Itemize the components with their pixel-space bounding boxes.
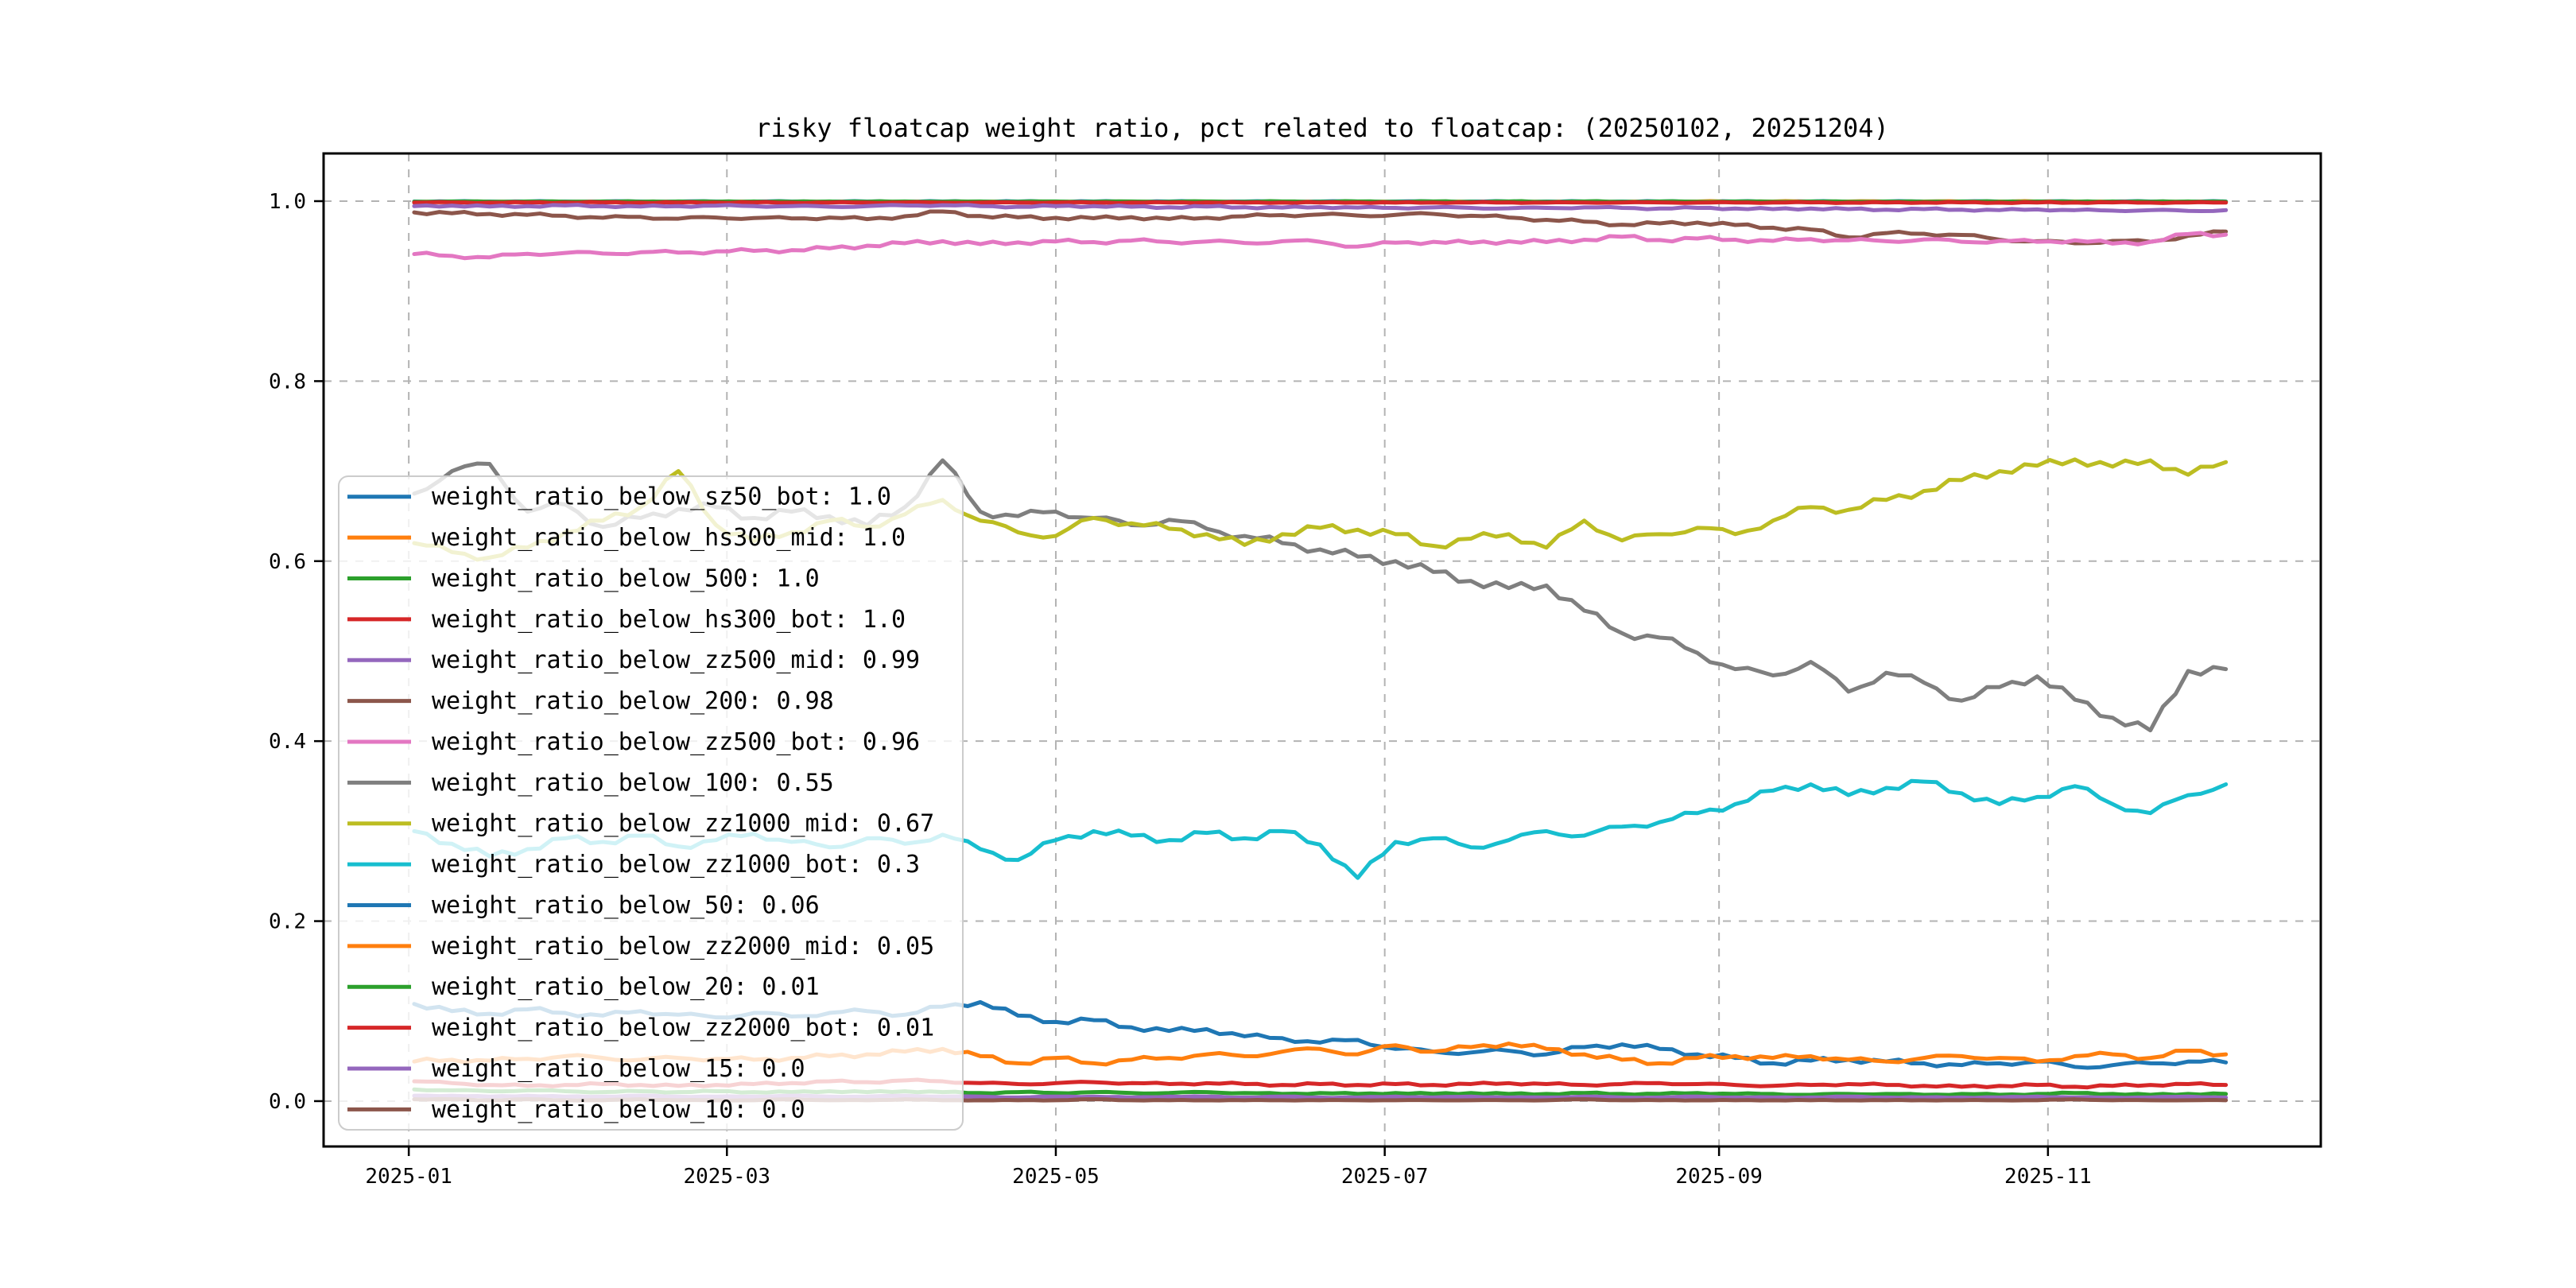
x-tick-label: 2025-07 [1341,1165,1429,1189]
legend-label-weight_ratio_below_200: weight_ratio_below_200: 0.98 [432,688,834,716]
legend-row: weight_ratio_below_sz50_bot: 1.0 [347,483,891,511]
plot-border [322,152,2322,1148]
legend-label-weight_ratio_below_zz2000_bot: weight_ratio_below_zz2000_bot: 0.01 [432,1014,934,1042]
legend-label-weight_ratio_below_zz500_mid: weight_ratio_below_zz500_mid: 0.99 [432,646,920,674]
legend-row: weight_ratio_below_zz2000_bot: 0.01 [347,1014,934,1042]
legend-label-weight_ratio_below_10: weight_ratio_below_10: 0.0 [432,1096,805,1123]
y-axis: 0.0 0.2 0.4 0.6 0.8 1.0 [269,190,324,1114]
legend-row: weight_ratio_below_zz500_bot: 0.96 [347,728,920,756]
legend-box [338,475,964,1131]
legend-label-weight_ratio_below_15: weight_ratio_below_15: 0.0 [432,1055,805,1083]
x-tick-label: 2025-11 [2004,1165,2092,1189]
series-line-weight_ratio_below_zz500_bot [412,231,2229,261]
series-line-weight_ratio_below_200 [412,209,2229,246]
legend-label-weight_ratio_below_sz50_bot: weight_ratio_below_sz50_bot: 1.0 [432,483,891,511]
legend-row: weight_ratio_below_zz500_mid: 0.99 [347,646,920,674]
legend-label-weight_ratio_below_zz1000_mid: weight_ratio_below_zz1000_mid: 0.67 [432,810,934,838]
legend-row: weight_ratio_below_20: 0.01 [347,973,820,1001]
legend-row: weight_ratio_below_zz2000_mid: 0.05 [347,933,934,960]
legend-label-weight_ratio_below_100: weight_ratio_below_100: 0.55 [432,769,834,797]
series-line-weight_ratio_below_zz500_mid [412,203,2229,214]
legend-row: weight_ratio_below_500: 1.0 [347,564,820,592]
legend-row: weight_ratio_below_15: 0.0 [347,1055,805,1083]
legend: weight_ratio_below_sz50_bot: 1.0 weight_r… [338,475,964,1131]
y-tick-label: 0.0 [269,1090,306,1114]
legend-label-weight_ratio_below_zz500_bot: weight_ratio_below_zz500_bot: 0.96 [432,728,920,756]
legend-label-weight_ratio_below_hs300_bot: weight_ratio_below_hs300_bot: 1.0 [432,606,906,634]
legend-label-weight_ratio_below_20: weight_ratio_below_20: 0.01 [432,973,820,1001]
legend-label-weight_ratio_below_zz2000_mid: weight_ratio_below_zz2000_mid: 0.05 [432,933,934,960]
y-tick-label: 1.0 [269,190,306,214]
legend-row: weight_ratio_below_100: 0.55 [347,769,834,797]
legend-label-weight_ratio_below_500: weight_ratio_below_500: 1.0 [432,564,820,592]
x-tick-label: 2025-01 [365,1165,452,1189]
y-tick-label: 0.2 [269,910,306,934]
y-tick-label: 0.8 [269,370,306,394]
chart-title: risky floatcap weight ratio, pct related… [755,113,1889,143]
legend-row: weight_ratio_below_50: 0.06 [347,891,820,919]
legend-row: weight_ratio_below_10: 0.0 [347,1096,805,1123]
legend-label-weight_ratio_below_hs300_mid: weight_ratio_below_hs300_mid: 1.0 [432,524,906,552]
legend-row: weight_ratio_below_hs300_mid: 1.0 [347,524,906,552]
plot-lines [412,199,2229,1103]
series-line-weight_ratio_below_hs300_bot [412,200,2229,205]
y-tick-label: 0.6 [269,550,306,574]
axes-frame [322,152,2322,1148]
legend-row: weight_ratio_below_hs300_bot: 1.0 [347,606,906,634]
x-axis: 2025-01 2025-03 2025-05 2025-07 2025-09 2025-… [365,1146,2092,1189]
legend-row: weight_ratio_below_200: 0.98 [347,688,834,716]
x-tick-label: 2025-03 [683,1165,770,1189]
legend-label-weight_ratio_below_50: weight_ratio_below_50: 0.06 [432,891,820,919]
y-tick-label: 0.4 [269,730,306,754]
x-tick-label: 2025-09 [1675,1165,1763,1189]
legend-row: weight_ratio_below_zz1000_mid: 0.67 [347,810,934,838]
legend-row: weight_ratio_below_zz1000_bot: 0.3 [347,851,920,879]
x-tick-label: 2025-05 [1012,1165,1100,1189]
legend-label-weight_ratio_below_zz1000_bot: weight_ratio_below_zz1000_bot: 0.3 [432,851,920,879]
